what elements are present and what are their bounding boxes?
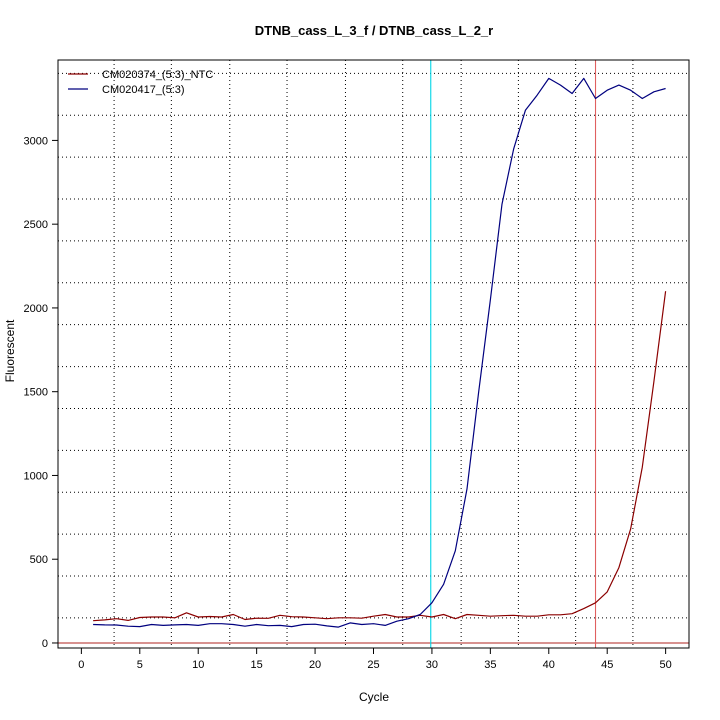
y-tick-label: 500 (30, 554, 48, 566)
x-tick-label: 30 (426, 659, 438, 671)
x-tick-label: 45 (601, 659, 613, 671)
y-tick-label: 1000 (24, 470, 48, 482)
x-axis-label: Cycle (359, 690, 389, 704)
marker-lines-layer (58, 60, 689, 648)
x-tick-label: 0 (78, 659, 84, 671)
legend-entry: CM020417_(5:3) (102, 84, 185, 96)
y-tick-label: 1500 (24, 387, 48, 399)
series-line (93, 77, 666, 628)
x-tick-label: 25 (367, 659, 379, 671)
x-tick-label: 40 (543, 659, 555, 671)
y-tick-label: 2500 (24, 219, 48, 231)
x-tick-label: 15 (251, 659, 263, 671)
x-tick-label: 5 (137, 659, 143, 671)
y-tick-label: 2000 (24, 303, 48, 315)
x-tick-label: 20 (309, 659, 321, 671)
series-line (93, 291, 667, 622)
x-tick-label: 50 (660, 659, 672, 671)
legend: CM020374_(5:3)_NTC CM020417_(5:3) (68, 69, 213, 96)
legend-entry: CM020374_(5:3)_NTC (102, 69, 213, 81)
y-tick-label: 3000 (24, 135, 48, 147)
series-layer (93, 77, 667, 628)
y-tick-label: 0 (42, 638, 48, 650)
y-axis-label: Fluorescent (3, 319, 17, 382)
axes-layer: 0 5 10 15 20 25 30 35 40 45 5005001000150020002500… (24, 59, 690, 671)
x-tick-label: 10 (192, 659, 204, 671)
x-tick-label: 35 (484, 659, 496, 671)
chart-title: DTNB_cass_L_3_f / DTNB_cass_L_2_r (255, 23, 493, 38)
